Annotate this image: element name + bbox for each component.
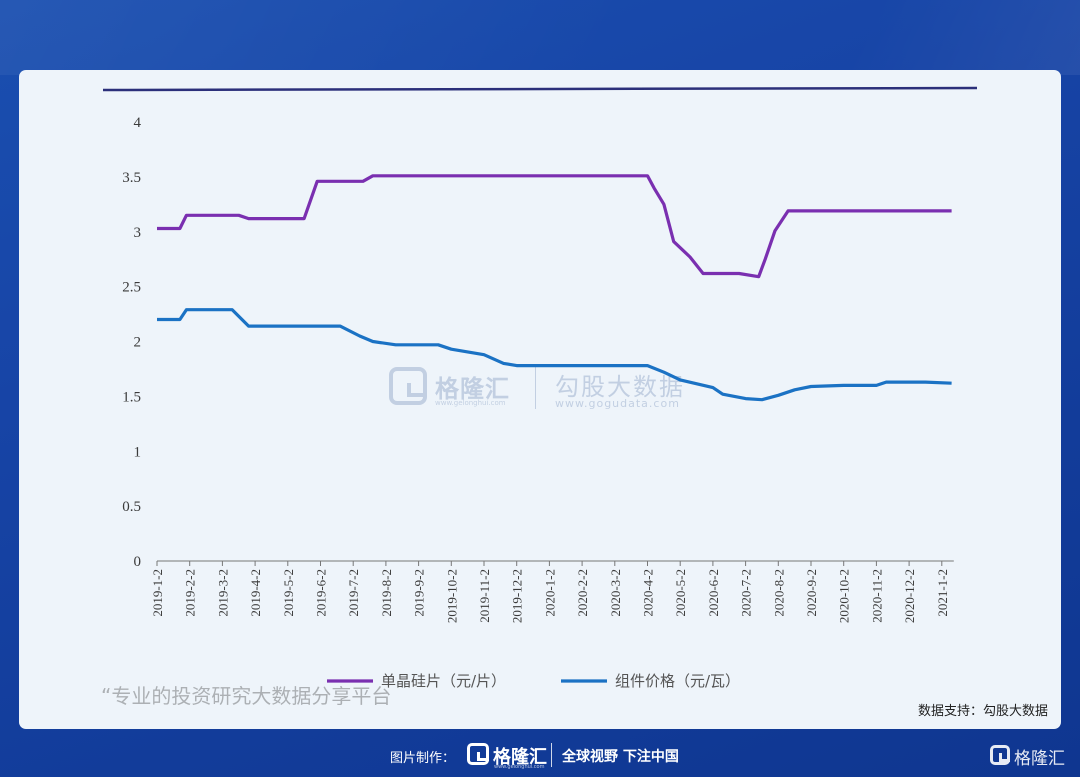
- series-line-1: [157, 174, 952, 279]
- x-tick-label: 2019-8-2: [379, 569, 394, 617]
- x-tick-label: 2020-11-2: [869, 569, 884, 623]
- footer-divider: [551, 743, 552, 767]
- x-tick-label: 2019-2-2: [183, 569, 198, 617]
- x-tick-label: 2020-3-2: [608, 569, 623, 617]
- faint-caption: “专业的投资研究大数据分享平台: [101, 684, 392, 708]
- y-tick-label: 1: [134, 444, 142, 460]
- x-tick-label: 2019-6-2: [314, 569, 329, 617]
- x-tick-label: 2019-10-2: [444, 569, 459, 623]
- y-tick-label: 2.5: [122, 280, 141, 296]
- watermark-brand2: 勾股大数据: [555, 373, 685, 401]
- y-tick-label: 0: [134, 554, 142, 570]
- footer-brand-url: www.gelonghui.com: [494, 764, 545, 770]
- watermark-brand: 格隆汇: [435, 375, 510, 403]
- x-tick-label: 2019-12-2: [510, 569, 525, 623]
- header-highlight: [0, 0, 638, 75]
- x-tick-label: 2020-12-2: [902, 569, 917, 623]
- x-tick-label: 2019-1-2: [150, 569, 165, 617]
- x-tick-label: 2019-7-2: [346, 569, 361, 617]
- x-tick-label: 2020-4-2: [641, 569, 656, 617]
- watermark-divider: [535, 367, 536, 409]
- watermark: 格隆汇 www.gelonghui.com 勾股大数据 www.gogudata…: [389, 363, 699, 413]
- footer-slogan: 全球视野 下注中国: [562, 749, 679, 765]
- x-tick-label: 2020-8-2: [771, 569, 786, 617]
- y-tick-label: 4: [134, 115, 142, 131]
- x-tick-label: 2020-6-2: [706, 569, 721, 617]
- x-tick-label: 2019-9-2: [412, 569, 427, 617]
- legend-label: 单晶硅片（元/片）: [381, 672, 506, 690]
- x-tick-label: 2020-2-2: [575, 569, 590, 617]
- y-tick-label: 3: [134, 225, 142, 241]
- x-tick-label: 2019-3-2: [215, 569, 230, 617]
- x-tick-label: 2020-9-2: [804, 569, 819, 617]
- x-tick-label: 2020-10-2: [837, 569, 852, 623]
- y-tick-label: 2: [134, 335, 142, 351]
- series-line-2: [157, 308, 952, 402]
- footer-made-by: 图片制作：: [390, 751, 456, 766]
- y-axis: 0 0.5 1 1.5 2 2.5 3 3.5 4: [122, 115, 141, 570]
- watermark-brand-url: www.gelonghui.com: [435, 399, 506, 407]
- x-tick-label: 2020-5-2: [673, 569, 688, 617]
- footer: 图片制作： 格隆汇 www.gelonghui.com 全球视野 下注中国: [0, 733, 1080, 777]
- top-border-line: [102, 86, 978, 92]
- corner-brand-name: 格隆汇: [1014, 749, 1065, 769]
- line-chart: 0 0.5 1 1.5 2 2.5 3 3.5 4 2019-1-2 2019-2-2 2019-3…: [102, 86, 978, 690]
- corner-brand: 格隆汇: [990, 742, 1080, 772]
- x-tick-label: 2019-11-2: [477, 569, 492, 623]
- y-tick-label: 0.5: [122, 499, 141, 515]
- legend: 单晶硅片（元/片） 组件价格（元/瓦）: [327, 672, 740, 690]
- header-highlight-right: [842, 0, 1080, 75]
- x-tick-label: 2021-1-2: [935, 569, 950, 617]
- gelonghui-logo-icon: [389, 367, 427, 405]
- x-tick-label: 2019-5-2: [281, 569, 296, 617]
- corner-logo-icon: [990, 745, 1010, 765]
- footer-logo-icon: [467, 743, 489, 765]
- y-tick-label: 3.5: [122, 170, 141, 186]
- legend-label: 组件价格（元/瓦）: [615, 672, 740, 690]
- data-source: 数据支持：勾股大数据: [917, 704, 1048, 719]
- x-tick-label: 2019-4-2: [248, 569, 263, 617]
- footer-brand: 格隆汇: [493, 747, 547, 768]
- y-tick-label: 1.5: [122, 389, 141, 405]
- x-axis: 2019-1-2 2019-2-2 2019-3-2 2019-4-2 2019-5-2…: [150, 560, 954, 623]
- x-tick-label: 2020-7-2: [739, 569, 754, 617]
- chart-card: “专业的投资研究大数据分享平台 格隆汇 www.gelonghui.com 勾股…: [19, 70, 1061, 729]
- watermark-brand2-url: www.gogudata.com: [555, 397, 680, 410]
- series-group: [157, 174, 952, 402]
- x-tick-label: 2020-1-2: [542, 569, 557, 617]
